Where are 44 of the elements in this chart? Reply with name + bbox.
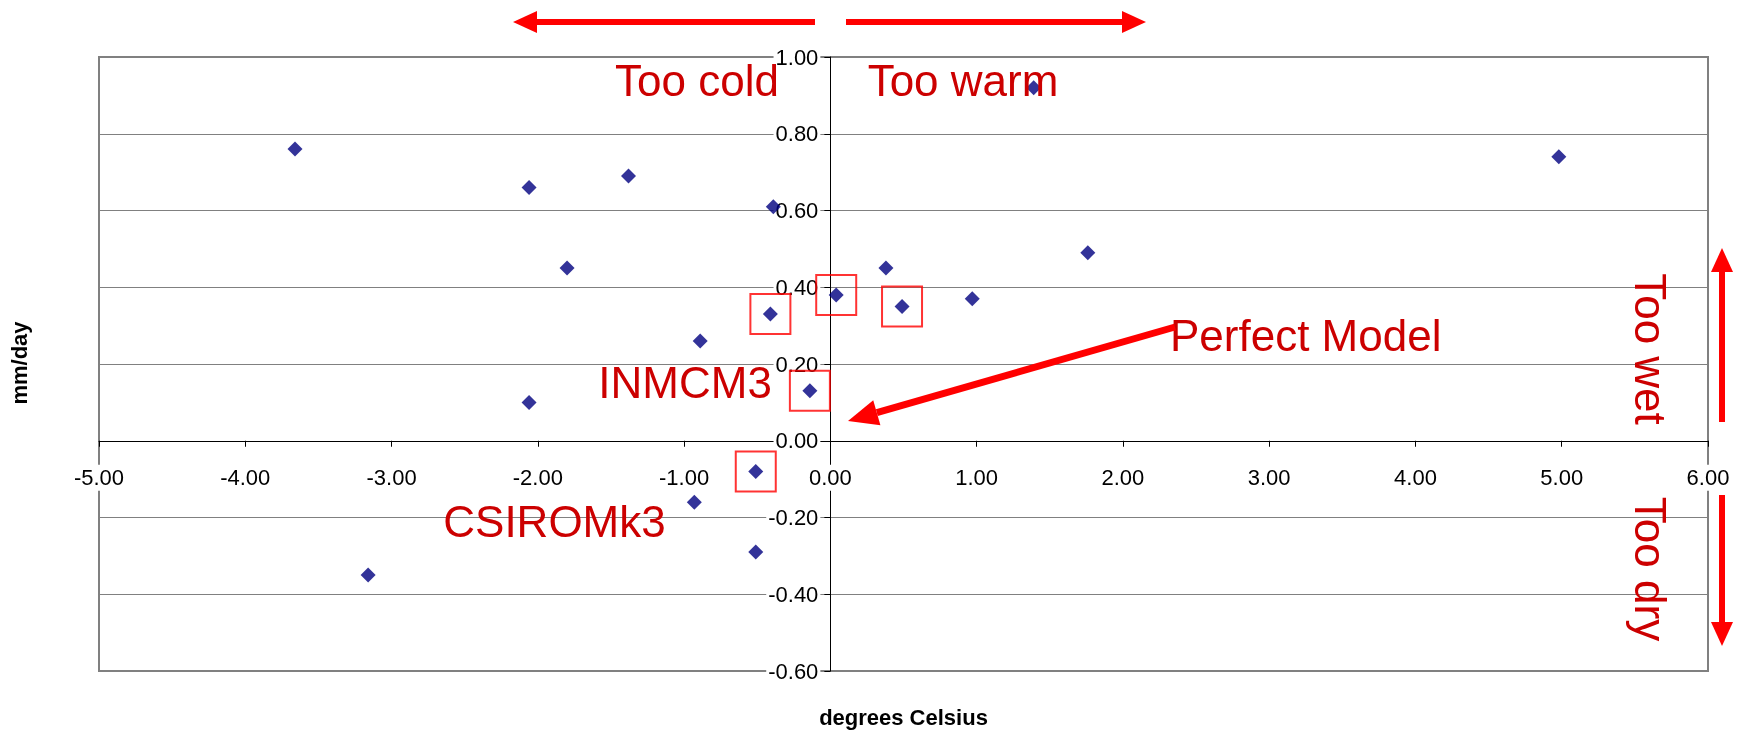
annotation: INMCM3 <box>598 358 772 408</box>
y-tick-label: -0.20 <box>768 505 819 530</box>
point <box>287 141 303 157</box>
x-tick-label: -2.00 <box>512 465 563 491</box>
y-tick-label: 1.00 <box>775 44 819 70</box>
x-tick-label: -5.00 <box>73 465 125 491</box>
point <box>734 450 777 493</box>
point <box>964 291 980 307</box>
annotation: Perfect Model <box>1170 310 1442 360</box>
x-tick-label: 6.00 <box>1686 465 1730 491</box>
y-tick-label: 0.20 <box>775 351 819 377</box>
point <box>360 567 376 583</box>
point <box>686 494 702 510</box>
x-tick-label: 1.00 <box>955 465 999 491</box>
annotation: Too warm <box>867 55 1059 105</box>
y-tick-label: -0.60 <box>768 658 819 684</box>
point <box>521 394 537 410</box>
x-tick-label: 3.00 <box>1247 465 1291 491</box>
point <box>692 333 708 349</box>
annotation: Too dry <box>1625 496 1675 642</box>
x-tick-label: 5.00 <box>1540 465 1584 491</box>
x-tick-label: -1.00 <box>659 465 710 491</box>
x-tick-label: 4.00 <box>1394 465 1437 491</box>
y-tick-label: 0.00 <box>775 428 819 454</box>
x-axis-title: degrees Celsius <box>818 705 989 731</box>
point <box>1551 149 1567 165</box>
y-tick-label: 0.80 <box>775 121 819 147</box>
point <box>881 285 924 328</box>
y-tick-label: -0.40 <box>768 581 819 607</box>
x-tick-label: 0.00 <box>808 465 852 491</box>
annotation: Too wet <box>1625 273 1675 425</box>
y-tick-label: 0.60 <box>775 198 819 223</box>
point <box>559 260 575 276</box>
y-axis-title: mm/day <box>7 320 33 407</box>
point <box>621 168 637 184</box>
point <box>1080 245 1096 261</box>
point <box>748 544 764 560</box>
point <box>749 293 792 336</box>
x-tick-label: 2.00 <box>1101 465 1145 491</box>
x-tick-label: -3.00 <box>366 465 417 491</box>
point <box>878 260 894 276</box>
point <box>521 179 537 195</box>
x-tick-label: -4.00 <box>220 465 271 491</box>
annotation: CSIROMk3 <box>443 496 666 546</box>
